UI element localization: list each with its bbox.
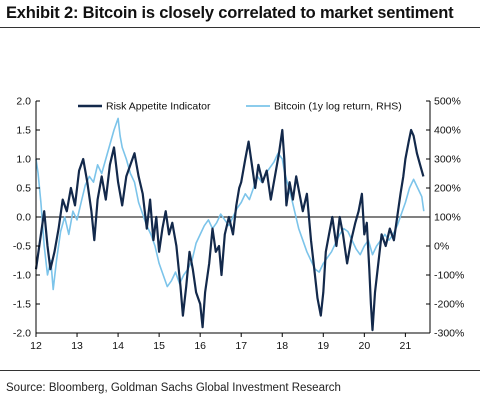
risk-appetite-series-line <box>34 128 425 332</box>
x-tick-label: 16 <box>194 340 206 352</box>
left-tick-label: 0.5 <box>16 183 31 195</box>
legend-label: Bitcoin (1y log return, RHS) <box>274 101 402 113</box>
x-tick-label: 21 <box>400 340 412 352</box>
source-rule <box>0 370 480 371</box>
left-tick-label: 1.0 <box>16 154 31 166</box>
right-tick-label: 400% <box>434 125 461 137</box>
right-tick-label: -200% <box>434 299 464 311</box>
title-rule <box>0 27 480 28</box>
left-tick-label: -0.5 <box>13 241 31 253</box>
right-tick-label: 200% <box>434 183 461 195</box>
left-tick-label: 1.5 <box>16 125 31 137</box>
right-tick-label: 500% <box>434 96 461 108</box>
left-tick-label: 0.0 <box>16 212 31 224</box>
chart-title: Exhibit 2: Bitcoin is closely correlated… <box>6 4 454 22</box>
x-tick-label: 12 <box>30 340 42 352</box>
right-tick-label: -100% <box>434 270 464 282</box>
x-tick-label: 13 <box>71 340 83 352</box>
source-note: Source: Bloomberg, Goldman Sachs Global … <box>6 382 341 394</box>
x-tick-label: 19 <box>317 340 329 352</box>
legend-label: Risk Appetite Indicator <box>106 101 211 113</box>
right-tick-label: 0% <box>434 241 449 253</box>
right-tick-label: -300% <box>434 328 464 340</box>
left-tick-label: -2.0 <box>13 328 31 340</box>
left-tick-label: 2.0 <box>16 96 31 108</box>
chart: 2.0 1.5 1.0 0.5 0.0 -0.5 -1.0 -1.5 -2.0 500% 400% 3… <box>13 96 464 352</box>
x-tick-label: 14 <box>112 340 124 352</box>
x-tick-label: 20 <box>358 340 370 352</box>
x-tick-label: 17 <box>235 340 247 352</box>
left-tick-label: -1.0 <box>13 270 31 282</box>
x-tick-label: 18 <box>276 340 288 352</box>
left-tick-label: -1.5 <box>13 299 31 311</box>
x-tick-label: 15 <box>153 340 165 352</box>
right-tick-label: 300% <box>434 154 461 166</box>
right-tick-label: 100% <box>434 212 461 224</box>
bitcoin-series-line <box>35 117 425 291</box>
